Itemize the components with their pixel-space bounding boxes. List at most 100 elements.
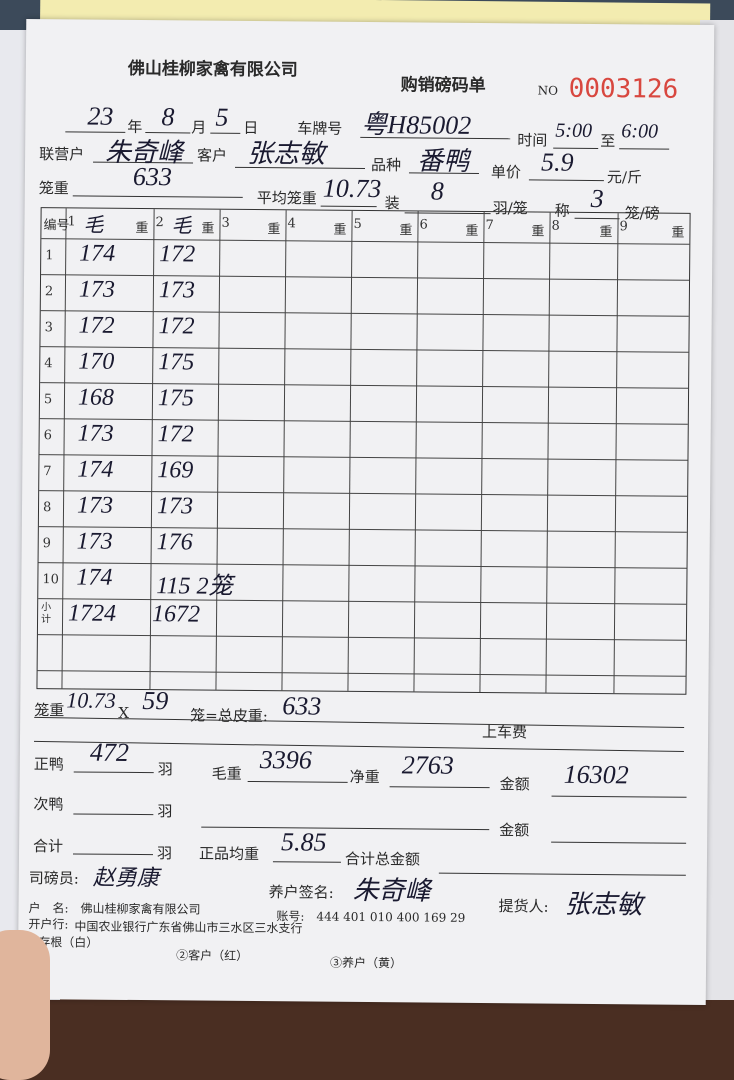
cell-col1: 174 <box>79 240 116 267</box>
cell-col1: 172 <box>78 312 115 339</box>
time-from: 5:00 <box>555 119 593 142</box>
row-number: 2 <box>44 284 54 300</box>
row-divider <box>40 346 689 353</box>
row-divider <box>41 274 690 281</box>
column-header-unit: 重 <box>201 221 215 237</box>
customer-value: 张志敏 <box>246 138 326 169</box>
column-divider <box>479 212 485 693</box>
gross-value: 3396 <box>259 745 312 775</box>
total-unit: 羽 <box>156 844 173 863</box>
bank-name: 中国农业银行广东省佛山市三水区三水支行 <box>74 919 303 936</box>
cell-col2: 172 <box>157 421 194 448</box>
column-header-number: 6 <box>419 217 428 233</box>
date-month: 8 <box>161 102 175 132</box>
calc-avg: 10.73 <box>66 687 116 713</box>
unit-price-value: 5.9 <box>540 147 574 177</box>
row-divider <box>38 562 687 569</box>
good-duck-value: 472 <box>89 737 130 767</box>
column-divider <box>281 210 287 691</box>
column-header-number: 1 <box>67 214 76 230</box>
copy-farmer: ③养户（黄） <box>330 955 403 971</box>
column-divider <box>215 209 221 690</box>
account-no: 444 401 010 400 169 29 <box>316 909 466 925</box>
time-to-label: 至 <box>600 132 616 151</box>
column-header-number: 8 <box>551 218 560 234</box>
copy-customer: ②客户（红） <box>176 948 249 963</box>
column-header-unit: 重 <box>267 222 281 238</box>
row-number: 7 <box>43 464 52 480</box>
pickup-label: 提货人: <box>498 897 549 916</box>
unit-price-unit: 元/斤 <box>606 168 643 187</box>
column-header-unit: 重 <box>135 220 149 237</box>
account-name: 佛山桂柳家禽有限公司 <box>80 901 201 917</box>
row-divider <box>39 418 688 425</box>
date-year: 23 <box>87 101 114 131</box>
row-number: 9 <box>42 536 52 552</box>
column-divider <box>545 212 551 693</box>
column-divider <box>613 213 619 694</box>
second-duck-label: 次鸭 <box>33 795 64 814</box>
weigher-label: 司磅员: <box>28 869 79 888</box>
amount-label: 金额 <box>499 775 530 794</box>
row-number: 10 <box>42 572 60 588</box>
column-header-number: 2 <box>155 215 164 231</box>
row-divider <box>41 238 690 245</box>
avg-cage-label: 平均笼重 <box>256 189 317 208</box>
cell-col2: 172 <box>159 241 196 268</box>
cell-col1: 174 <box>77 456 114 483</box>
cage-weight-label: 笼重 <box>38 179 69 198</box>
partner-label: 联营户 <box>39 145 85 164</box>
cell-col2: 115 2笼 <box>156 573 233 600</box>
row-divider <box>39 454 688 461</box>
column-divider <box>61 208 67 689</box>
row-divider <box>37 670 686 677</box>
cell-col2: 176 <box>156 529 193 556</box>
per-cage-value: 8 <box>430 176 444 206</box>
cell-col1: 168 <box>77 384 115 411</box>
customer-label: 客户 <box>197 146 228 165</box>
cell-col2: 169 <box>157 457 194 484</box>
amount-value: 16302 <box>563 759 629 790</box>
total-amount-label: 合计总金额 <box>344 849 421 869</box>
column-header-number: 9 <box>619 219 628 235</box>
column-header-number: 4 <box>287 216 296 232</box>
cage-weight-value: 633 <box>132 161 173 192</box>
cell-col1: 174 <box>76 564 113 591</box>
month-label: 月 <box>191 118 207 137</box>
good-duck-unit: 羽 <box>157 760 173 779</box>
row-number: 5 <box>43 392 53 408</box>
farmer-signature: 朱奇峰 <box>352 875 431 906</box>
net-value: 2763 <box>401 750 454 780</box>
plate-value: 粤H85002 <box>361 109 472 140</box>
pickup-signature: 张志敏 <box>564 889 643 920</box>
cell-col1: 170 <box>78 348 115 375</box>
good-duck-label: 正鸭 <box>33 755 64 774</box>
variety-label: 品种 <box>370 156 402 175</box>
subtotal-col2: 1672 <box>151 601 201 628</box>
account-name-label: 户 名: <box>28 901 69 916</box>
column-header-number: 3 <box>221 215 230 231</box>
cell-col1: 173 <box>76 528 113 555</box>
form-title: 购销磅码单 <box>400 75 486 97</box>
column-header-unit: 重 <box>671 225 685 241</box>
weight-table: 编号 1 毛重 2 毛重 3 重 4 重 5 重 6 重 7 重 8 重 9 重 1 174 172 2 173 173 3 172… <box>36 207 691 695</box>
row-divider <box>37 634 686 641</box>
column-header-unit: 重 <box>333 222 347 238</box>
cell-col2: 173 <box>156 493 194 520</box>
calc-total-tare-label: 笼=总皮重: <box>190 706 268 726</box>
row-number: 8 <box>42 500 52 516</box>
gross-label: 毛重 <box>211 764 242 783</box>
thumb <box>0 930 50 1080</box>
farmer-sign-label: 养户签名: <box>268 883 334 902</box>
background-table <box>0 1000 734 1080</box>
loading-fee-label: 上车费 <box>482 723 528 742</box>
column-header-unit: 重 <box>599 225 613 241</box>
row-number: 4 <box>44 356 53 372</box>
row-divider <box>38 598 687 605</box>
column-header-number: 7 <box>485 218 494 234</box>
row-number: 6 <box>43 428 53 444</box>
row-number: 1 <box>45 248 54 264</box>
avg-weight-label: 正品均重 <box>198 844 260 864</box>
row-divider <box>39 490 688 497</box>
cell-col2: 175 <box>158 349 195 376</box>
